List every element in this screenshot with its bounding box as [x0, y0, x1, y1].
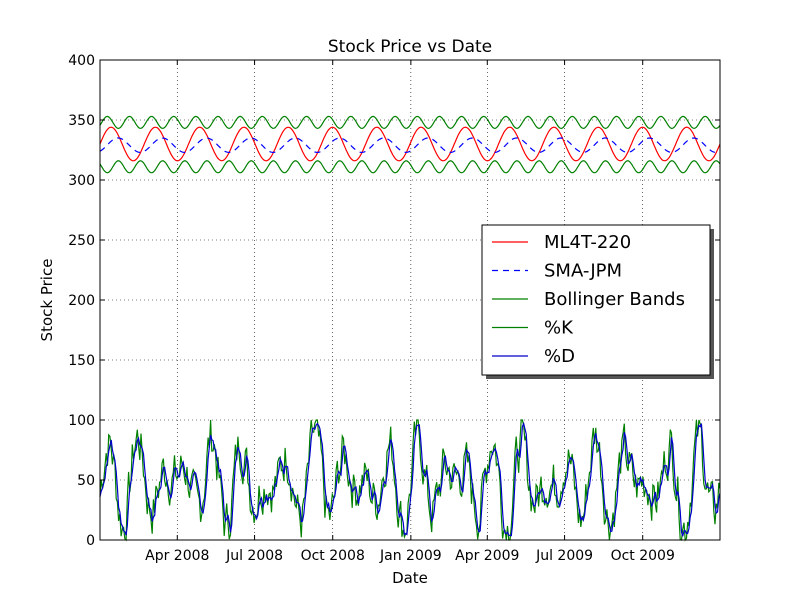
- legend-label: Bollinger Bands: [544, 289, 685, 310]
- series-bollinger-upper: [99, 115, 721, 130]
- y-axis-label: Stock Price: [38, 259, 56, 342]
- y-tick-label: 400: [68, 53, 95, 69]
- series-ml4t-220: [99, 126, 721, 162]
- series-sma-jpm: [99, 137, 721, 154]
- x-tick-label: Oct 2009: [611, 548, 675, 564]
- x-tick-label: Jul 2009: [535, 548, 593, 564]
- x-tick-label: Jul 2008: [225, 548, 283, 564]
- series-bollinger-lower: [99, 160, 721, 174]
- y-tick-label: 200: [68, 293, 95, 309]
- legend-box: [481, 224, 711, 376]
- y-tick-label: 100: [68, 413, 95, 429]
- y-tick-label: 50: [77, 473, 95, 489]
- legend-label: %D: [544, 346, 575, 367]
- x-tick-label: Apr 2009: [455, 548, 519, 564]
- series-layer: [99, 115, 721, 542]
- x-tick-label: Jan 2009: [379, 548, 442, 564]
- y-tick-label: 350: [68, 113, 95, 129]
- series-percent-k: [99, 419, 721, 542]
- y-tick-label: 0: [86, 533, 95, 549]
- y-tick-label: 150: [68, 353, 95, 369]
- chart-title: Stock Price vs Date: [328, 37, 492, 57]
- legend-label: SMA-JPM: [544, 261, 622, 282]
- y-tick-label: 250: [68, 233, 95, 249]
- axes-ticks: 0 50 100 150 200 250 300 350 400 Apr 2008 Jul 2008…: [68, 53, 720, 564]
- legend-label: %K: [544, 318, 574, 339]
- y-tick-label: 300: [68, 173, 95, 189]
- legend-label: ML4T-220: [544, 232, 631, 253]
- series-percent-d: [99, 421, 721, 537]
- x-tick-label: Oct 2008: [301, 548, 365, 564]
- x-axis-label: Date: [392, 569, 428, 587]
- legend: ML4T-220 SMA-JPM Bollinger Bands %K %D: [481, 224, 714, 379]
- x-tick-label: Apr 2008: [145, 548, 209, 564]
